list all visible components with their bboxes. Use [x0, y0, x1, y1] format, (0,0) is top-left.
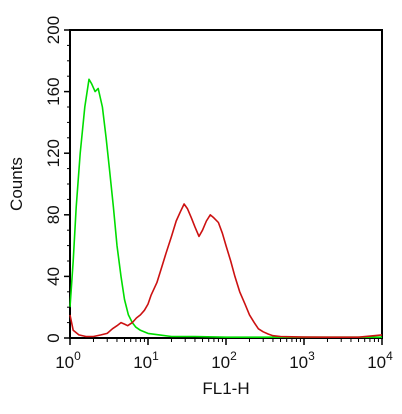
y-tick-label: 120 — [44, 139, 63, 167]
series-line-1 — [69, 203, 383, 339]
y-tick-label: 0 — [44, 333, 63, 342]
series-line-0 — [69, 78, 382, 339]
y-axis-title: Counts — [7, 157, 26, 211]
y-tick-label: 160 — [44, 77, 63, 105]
x-tick-label: 101 — [133, 349, 159, 372]
x-tick-label: 102 — [211, 349, 237, 372]
x-tick-label: 103 — [289, 349, 315, 372]
x-tick-label: 100 — [55, 349, 81, 372]
x-axis: 100 101 102 103 104 — [55, 338, 393, 372]
y-tick-label: 200 — [44, 16, 63, 44]
y-tick-label: 80 — [44, 205, 63, 224]
x-axis-title: FL1-H — [202, 379, 249, 398]
plot-frame — [69, 29, 383, 339]
series-layer — [69, 78, 383, 339]
y-axis: 0 40 80 120 160 200 — [44, 16, 70, 343]
x-tick-label: 104 — [367, 349, 393, 372]
y-tick-label: 40 — [44, 267, 63, 286]
